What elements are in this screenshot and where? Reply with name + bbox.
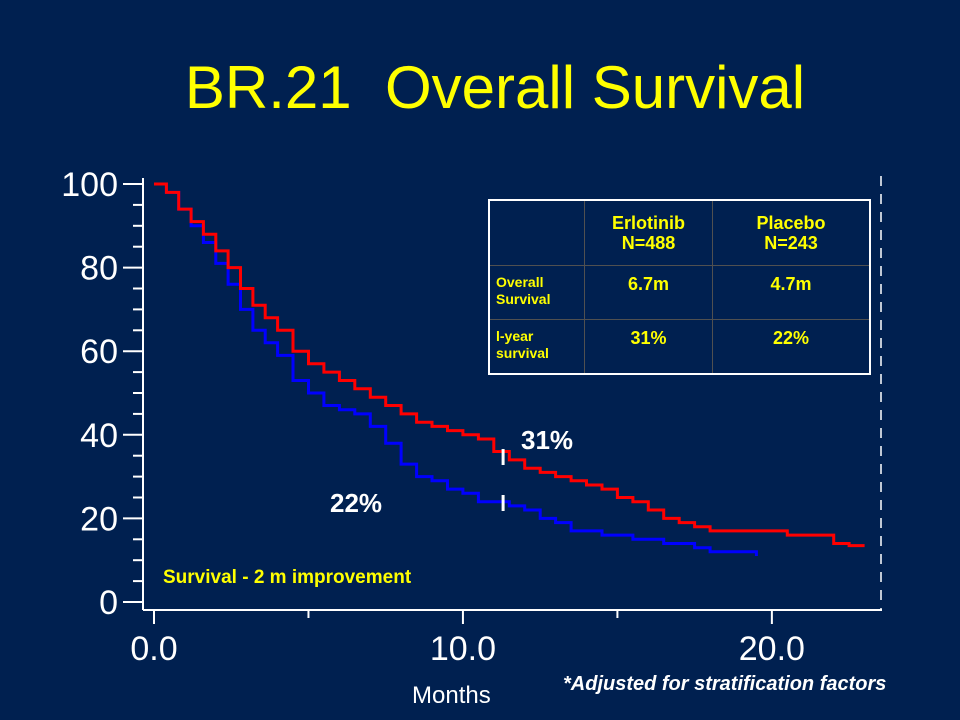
cell-placebo-1-year: 22% — [712, 319, 871, 374]
header-erlotinib-line2: N=488 — [621, 233, 676, 253]
y-tick-label: 80 — [80, 250, 118, 288]
x-tick-label: 20.0 — [739, 630, 805, 668]
y-tick-label: 60 — [80, 333, 118, 371]
cell-placebo-overall: 4.7m — [712, 265, 871, 320]
annotation-placebo-22: 22% — [330, 488, 383, 518]
slide-title: BR.21 Overall Survival — [184, 54, 806, 121]
cell-erlotinib-overall: 6.7m — [584, 265, 713, 320]
y-tick-label: 20 — [80, 500, 118, 538]
x-tick-label: 10.0 — [430, 630, 496, 668]
header-erlotinib-line1: Erlotinib — [612, 213, 685, 233]
series-line-erlotinib — [154, 182, 865, 548]
table-row: Overall Survival 6.7m 4.7m — [488, 265, 871, 320]
table-header-row: Erlotinib N=488 Placebo N=243 — [488, 199, 871, 266]
header-placebo-line2: N=243 — [764, 233, 818, 253]
x-tick-label: 0.0 — [130, 630, 177, 668]
table-header-erlotinib: Erlotinib N=488 — [584, 199, 713, 266]
chart-series — [154, 182, 865, 556]
header-placebo-line1: Placebo — [756, 213, 826, 233]
y-tick-label: 100 — [61, 166, 118, 204]
chart-ticks: 0 20 40 60 80 100 0.0 10.0 20.0 — [61, 166, 805, 668]
annotation-erlotinib-31: 31% — [521, 425, 574, 455]
y-tick-label: 0 — [99, 584, 118, 622]
improvement-note: Survival - 2 m improvement — [163, 567, 412, 588]
table-header-empty — [488, 199, 585, 266]
row-label-1-year-survival: l-year survival — [488, 319, 585, 374]
table-row: l-year survival 31% 22% — [488, 319, 871, 374]
x-axis-label: Months — [412, 682, 491, 709]
y-tick-label: 40 — [80, 417, 118, 455]
table-header-placebo: Placebo N=243 — [712, 199, 871, 266]
cell-erlotinib-1-year: 31% — [584, 319, 713, 374]
series-line-placebo — [154, 182, 758, 556]
survival-table: Erlotinib N=488 Placebo N=243 Overall Su… — [488, 199, 871, 375]
row-label-overall-survival: Overall Survival — [488, 265, 585, 320]
footnote: *Adjusted for stratification factors — [563, 673, 887, 695]
